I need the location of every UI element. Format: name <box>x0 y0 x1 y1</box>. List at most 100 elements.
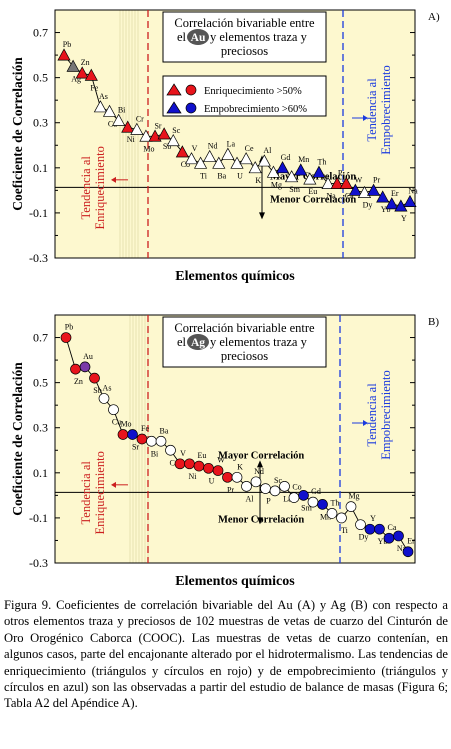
data-label-bi: Bi <box>118 105 126 114</box>
legend-circle-marker <box>185 84 197 96</box>
x-axis-title: Elementos químicos <box>175 269 295 284</box>
element-badge <box>187 29 209 45</box>
y-tick-label: 0.7 <box>33 26 48 40</box>
data-label-gd: Gd <box>311 487 321 496</box>
y-tick-label: -0.1 <box>29 511 48 525</box>
panel-label: A) <box>428 11 440 23</box>
title-line-1: Correlación bivariable entre <box>174 321 315 335</box>
data-label-al: Al <box>246 494 255 503</box>
data-label-cr: Cr <box>170 458 178 467</box>
data-label-co: Co <box>292 483 301 492</box>
data-label-er: Er <box>407 537 415 546</box>
data-label-th: Th <box>331 498 340 507</box>
title-line-1: Correlación bivariable entre <box>174 16 315 30</box>
data-point-ba <box>212 156 226 169</box>
correlation-arrowhead-up <box>257 460 263 468</box>
y-tick-label: 0.7 <box>33 331 48 345</box>
y-tick-label: 0.5 <box>33 71 48 85</box>
data-label-na: Na <box>397 544 407 553</box>
title-line-2b: y elementos traza y <box>210 30 308 44</box>
data-label-nd: Nd <box>208 142 218 151</box>
data-label-zn: Zn <box>74 377 83 386</box>
data-point-sm <box>285 170 299 183</box>
data-point-fe <box>84 68 98 81</box>
data-label-mo: Mo <box>120 419 131 428</box>
data-label-v: V <box>180 449 186 458</box>
data-label-zn: Zn <box>81 58 90 67</box>
data-point-p <box>260 483 271 494</box>
data-label-u: U <box>237 171 243 180</box>
data-point-er <box>402 546 414 558</box>
y-axis-title: Coeficiente de Correlación <box>10 57 25 211</box>
data-point-w <box>348 183 362 196</box>
enrichment-tendency-label-1: Tendencia al <box>79 156 93 220</box>
data-label-bi: Bi <box>151 449 159 458</box>
data-point-mo <box>139 129 153 142</box>
chart-panel-b: 0.7 0.5 0.3 0.1 -0.1 -0.3 Coeficiente de Corre… <box>10 314 439 589</box>
data-label-ce: Ce <box>245 144 254 153</box>
data-label-mg: Mg <box>348 492 359 501</box>
figure-caption: Figura 9. Coeficientes de correlación bi… <box>4 598 448 711</box>
data-point-y <box>364 523 376 535</box>
plot-frame <box>54 9 416 259</box>
legend-triangle-marker <box>166 101 182 114</box>
data-point-la <box>221 147 235 160</box>
data-label-ni: Ni <box>127 135 136 144</box>
data-point-ni <box>121 120 135 133</box>
panel-label: B) <box>428 316 439 328</box>
data-point-co <box>288 492 300 503</box>
data-point-p <box>330 176 344 189</box>
legend-triangle-marker <box>166 83 182 96</box>
y-tick-label: -0.3 <box>29 251 48 265</box>
data-label-yb: Yb <box>378 537 388 546</box>
data-label-nd: Nd <box>254 467 264 476</box>
data-point-fe <box>136 433 148 445</box>
data-label-ti: Ti <box>341 526 349 535</box>
legend: Enriquecimiento >50% Empobrecimiento >60% <box>162 75 327 117</box>
data-label-th: Th <box>318 157 327 166</box>
data-point-sm <box>298 490 309 501</box>
depletion-tendency-label-1: Tendencia al <box>365 78 379 142</box>
data-label-sc: Sc <box>172 126 180 135</box>
data-point-gd <box>275 161 290 174</box>
data-label-k: K <box>237 462 243 471</box>
correlation-arrowhead-down <box>259 212 265 220</box>
data-point-pb <box>60 332 72 343</box>
data-point-ag <box>66 59 80 72</box>
chart-panel-a: 0.7 0.5 0.3 0.1 -0.1 -0.3 Coeficiente de Corre… <box>10 9 440 284</box>
data-label-sb: Sb <box>163 142 171 151</box>
depletion-tendency-label-2: Empobrecimiento <box>379 65 393 155</box>
data-point-pr <box>222 471 233 483</box>
data-point-na <box>403 194 417 207</box>
enrichment-tendency-label-1: Tendencia al <box>79 461 93 525</box>
data-label-as: As <box>103 383 112 392</box>
element-badge-label: Ag <box>191 337 205 349</box>
data-point-as <box>93 100 108 113</box>
data-point-sb <box>89 372 100 384</box>
data-point-na <box>393 530 404 542</box>
data-point-v <box>174 458 186 470</box>
y-tick-label: 0.5 <box>33 376 48 390</box>
data-label-cu: Cu <box>112 418 121 427</box>
data-point-al <box>257 154 271 167</box>
data-label-k: K <box>255 176 261 185</box>
enrichment-arrowhead <box>111 481 116 488</box>
legend-enrichment-label: Enriquecimiento >50% <box>204 86 302 97</box>
data-point-ba <box>155 435 167 447</box>
data-point-ni <box>184 458 195 470</box>
data-label-v: V <box>192 144 198 153</box>
depletion-tendency-label-2: Empobrecimiento <box>379 370 393 460</box>
depletion-arrowhead <box>363 115 368 121</box>
data-label-w: W <box>355 175 363 184</box>
data-label-la: La <box>227 139 236 148</box>
data-point-cr <box>165 444 176 456</box>
correlation-arrowhead-down <box>257 517 263 525</box>
data-point-w <box>212 465 224 476</box>
data-point-cu <box>102 104 117 117</box>
title-line-2b: y elementos traza y <box>210 335 308 349</box>
y-tick-label: 0.3 <box>33 421 48 435</box>
data-label-eu: Eu <box>198 451 207 460</box>
y-axis-title: Coeficiente de Correlación <box>10 362 25 516</box>
